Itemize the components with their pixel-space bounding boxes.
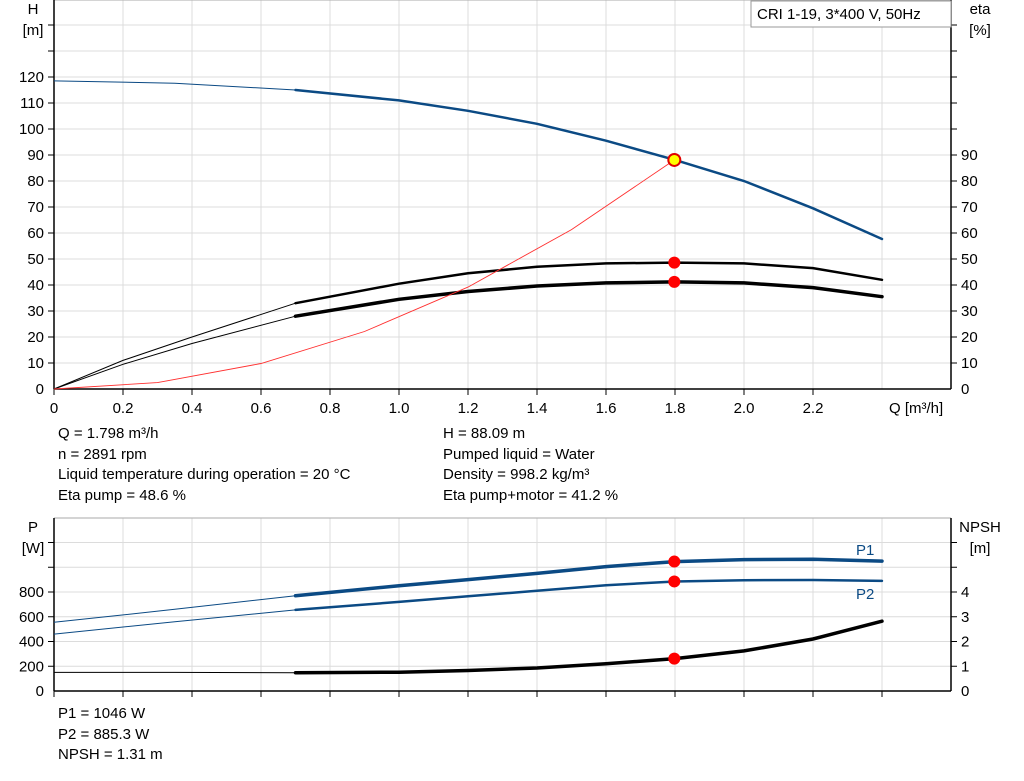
y-tick-label-left: 800 (19, 584, 44, 601)
x-tick-label: 0.2 (113, 400, 134, 417)
info-eta-pump: Eta pump = 48.6 % (58, 486, 186, 504)
p1-line-thin (53, 595, 296, 623)
y-tick-label-right: 0 (961, 381, 969, 398)
info-liquid: Pumped liquid = Water (443, 445, 595, 463)
y-tick-label-left: 400 (19, 634, 44, 651)
duty-point (667, 152, 682, 167)
info-right: H = 88.09 m Pumped liquid = Water Densit… (443, 424, 618, 506)
curve-3-line-thin (53, 159, 675, 390)
y-tick-label-left: 100 (19, 121, 44, 138)
x-tick-label: 1.4 (527, 400, 548, 417)
p2-line (294, 578, 884, 612)
curve-2-line-thin (53, 315, 296, 390)
y-tick-label-right: 40 (961, 277, 978, 294)
curve-0-line (294, 88, 884, 241)
info-n: n = 2891 rpm (58, 445, 147, 463)
y-tick-label-left: 20 (27, 329, 44, 346)
y-tick-label-left: 120 (19, 69, 44, 86)
y-tick-label-right: 0 (961, 683, 969, 700)
y-tick-label-left: 110 (20, 95, 44, 112)
x-tick-label: 1.2 (458, 400, 479, 417)
duty-point (668, 275, 681, 288)
duty-point (668, 555, 681, 568)
info-npsh: NPSH = 1.31 m (58, 746, 163, 763)
y-tick-label-left: 60 (27, 225, 44, 242)
y-axis-label-left: H (28, 1, 39, 18)
y-tick-label-right: 50 (961, 251, 978, 268)
x-tick-label: 1.8 (665, 400, 686, 417)
x-tick-label: 1.6 (596, 400, 617, 417)
info-temp: Liquid temperature during operation = 20… (58, 466, 351, 483)
info-q: Q = 1.798 m³/h (58, 425, 159, 442)
info-h: H = 88.09 m (443, 425, 526, 442)
info-left: Q = 1.798 m³/h n = 2891 rpm Liquid tempe… (58, 424, 350, 506)
x-tick-label: 0 (50, 400, 58, 417)
y-tick-label-left: 40 (27, 277, 44, 294)
y-tick-label-left: 200 (19, 658, 44, 675)
info-density: Density = 998.2 kg/m³ (443, 466, 590, 483)
curve-2-line (293, 619, 884, 675)
y-tick-label-right: 80 (961, 173, 978, 190)
y-tick-label-right: 20 (961, 329, 978, 346)
x-axis-label: Q [m³/h] (889, 400, 943, 417)
p2-line-thin (53, 609, 296, 635)
y-axis-label-right: NPSH (959, 519, 1001, 536)
curve-1-line (294, 261, 884, 305)
info-bottom: P1 = 1046 W P2 = 885.3 W NPSH = 1.31 m (58, 704, 163, 766)
y-tick-label-right: 30 (961, 303, 978, 320)
y-tick-label-left: 10 (27, 355, 44, 372)
y-tick-label-right: 70 (961, 199, 978, 216)
curve-2-line (293, 280, 884, 318)
y-axis-unit-right: [m] (970, 540, 991, 557)
title-box (750, 0, 952, 28)
y-tick-label-right: 3 (961, 609, 969, 626)
curve-0-line-thin (53, 80, 296, 91)
info-p2: P2 = 885.3 W (58, 725, 150, 743)
y-tick-label-right: 4 (961, 584, 969, 601)
duty-point (668, 652, 681, 665)
y-tick-label-left: 30 (27, 303, 44, 320)
y-tick-label-left: 90 (27, 147, 44, 164)
y-tick-label-left: 0 (36, 683, 44, 700)
y-tick-label-left: 50 (27, 251, 44, 268)
y-tick-label-left: 70 (27, 199, 44, 216)
y-axis-unit-right: [%] (969, 22, 991, 39)
y-tick-label-right: 2 (961, 634, 969, 651)
y-tick-label-right: 1 (961, 658, 969, 675)
y-axis-label-left: P (28, 519, 38, 536)
info-p1: P1 = 1046 W (58, 705, 146, 722)
p1-line (293, 557, 884, 598)
y-tick-label-left: 80 (27, 173, 44, 190)
series-label-p2: P2 (856, 586, 874, 603)
series-label-p1: P1 (856, 542, 874, 559)
duty-point (668, 575, 681, 588)
y-tick-label-right: 60 (961, 225, 978, 242)
y-axis-unit-left: [W] (22, 540, 45, 557)
y-tick-label-right: 90 (961, 147, 978, 164)
y-axis-unit-left: [m] (23, 22, 44, 39)
x-tick-label: 0.8 (320, 400, 341, 417)
x-tick-label: 2.0 (734, 400, 755, 417)
y-tick-label-right: 10 (961, 355, 978, 372)
info-eta-motor: Eta pump+motor = 41.2 % (443, 486, 619, 504)
x-tick-label: 1.0 (389, 400, 410, 417)
duty-point (668, 256, 681, 269)
curve-1-line-thin (53, 302, 296, 390)
y-axis-label-right: eta (970, 1, 992, 18)
chart-title: CRI 1-19, 3*400 V, 50Hz (757, 6, 921, 23)
x-tick-label: 0.6 (251, 400, 272, 417)
y-tick-label-left: 0 (36, 381, 44, 398)
y-tick-label-left: 600 (19, 609, 44, 626)
x-tick-label: 2.2 (803, 400, 824, 417)
x-tick-label: 0.4 (182, 400, 203, 417)
